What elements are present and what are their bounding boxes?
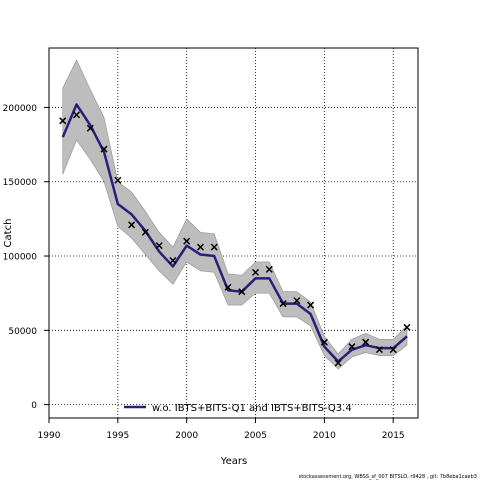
observed-point-2002	[210, 243, 218, 251]
observed-points	[59, 111, 411, 367]
observed-point-1993	[86, 124, 94, 132]
observed-point-2005	[251, 268, 260, 276]
x-tick-label-2010: 2010	[313, 431, 336, 441]
estimate-series-line	[61, 103, 408, 363]
y-tick-label-150000: 150000	[3, 178, 38, 188]
x-tick-label-1990: 1990	[38, 431, 61, 441]
observed-point-2010	[320, 338, 328, 346]
confidence-band-area	[62, 59, 408, 370]
y-tick-label-50000: 50000	[8, 327, 37, 337]
observed-point-1998	[155, 242, 163, 250]
y-tick-label-100000: 100000	[3, 253, 38, 263]
observed-point-1992	[73, 111, 81, 119]
x-tick-label-2015: 2015	[382, 431, 405, 441]
observed-point-2007	[279, 300, 287, 308]
observed-point-1994	[100, 145, 108, 153]
observed-point-2009	[307, 301, 315, 309]
y-axis-ticks: 0 50000 100000 150000 200000	[3, 104, 49, 411]
observed-point-2015	[389, 346, 397, 354]
x-tick-label-1995: 1995	[106, 431, 129, 441]
estimate-line	[61, 103, 408, 363]
observed-point-2008	[293, 297, 301, 305]
legend-label: w.o. IBTS+BITS-Q1 and IBTS+BITS-Q3.4	[152, 403, 352, 414]
x-axis-title: Years	[220, 456, 247, 467]
observed-point-2003	[224, 283, 232, 291]
observed-point-2013	[362, 338, 370, 346]
observed-point-2004	[238, 288, 246, 296]
plot-frame	[48, 47, 419, 419]
confidence-band	[62, 59, 408, 370]
observed-point-1995	[114, 176, 122, 184]
observed-point-2014	[375, 346, 383, 354]
y-tick-label-0: 0	[31, 401, 37, 411]
grid-lines	[48, 48, 418, 418]
observed-point-2000	[183, 237, 191, 245]
x-tick-label-2005: 2005	[244, 431, 267, 441]
x-axis-ticks: 1990 1995 2000 2005 2010 2015	[38, 418, 405, 441]
observed-point-2001	[196, 243, 204, 251]
observed-point-1997	[141, 228, 149, 236]
observed-point-1996	[128, 221, 136, 229]
y-axis-title: Catch	[3, 219, 14, 248]
observed-point-1991	[59, 117, 67, 125]
observed-point-2012	[348, 343, 356, 351]
footer-note: stockassessment.org, WBSS_sf_007 BITSLO,…	[299, 474, 477, 480]
observed-point-2006	[265, 265, 273, 273]
observed-point-2011	[334, 359, 342, 367]
observed-point-1999	[169, 256, 177, 265]
observed-point-2016	[403, 323, 411, 331]
legend: w.o. IBTS+BITS-Q1 and IBTS+BITS-Q3.4	[124, 403, 352, 414]
x-tick-label-2000: 2000	[175, 431, 198, 441]
y-tick-label-200000: 200000	[3, 104, 38, 114]
